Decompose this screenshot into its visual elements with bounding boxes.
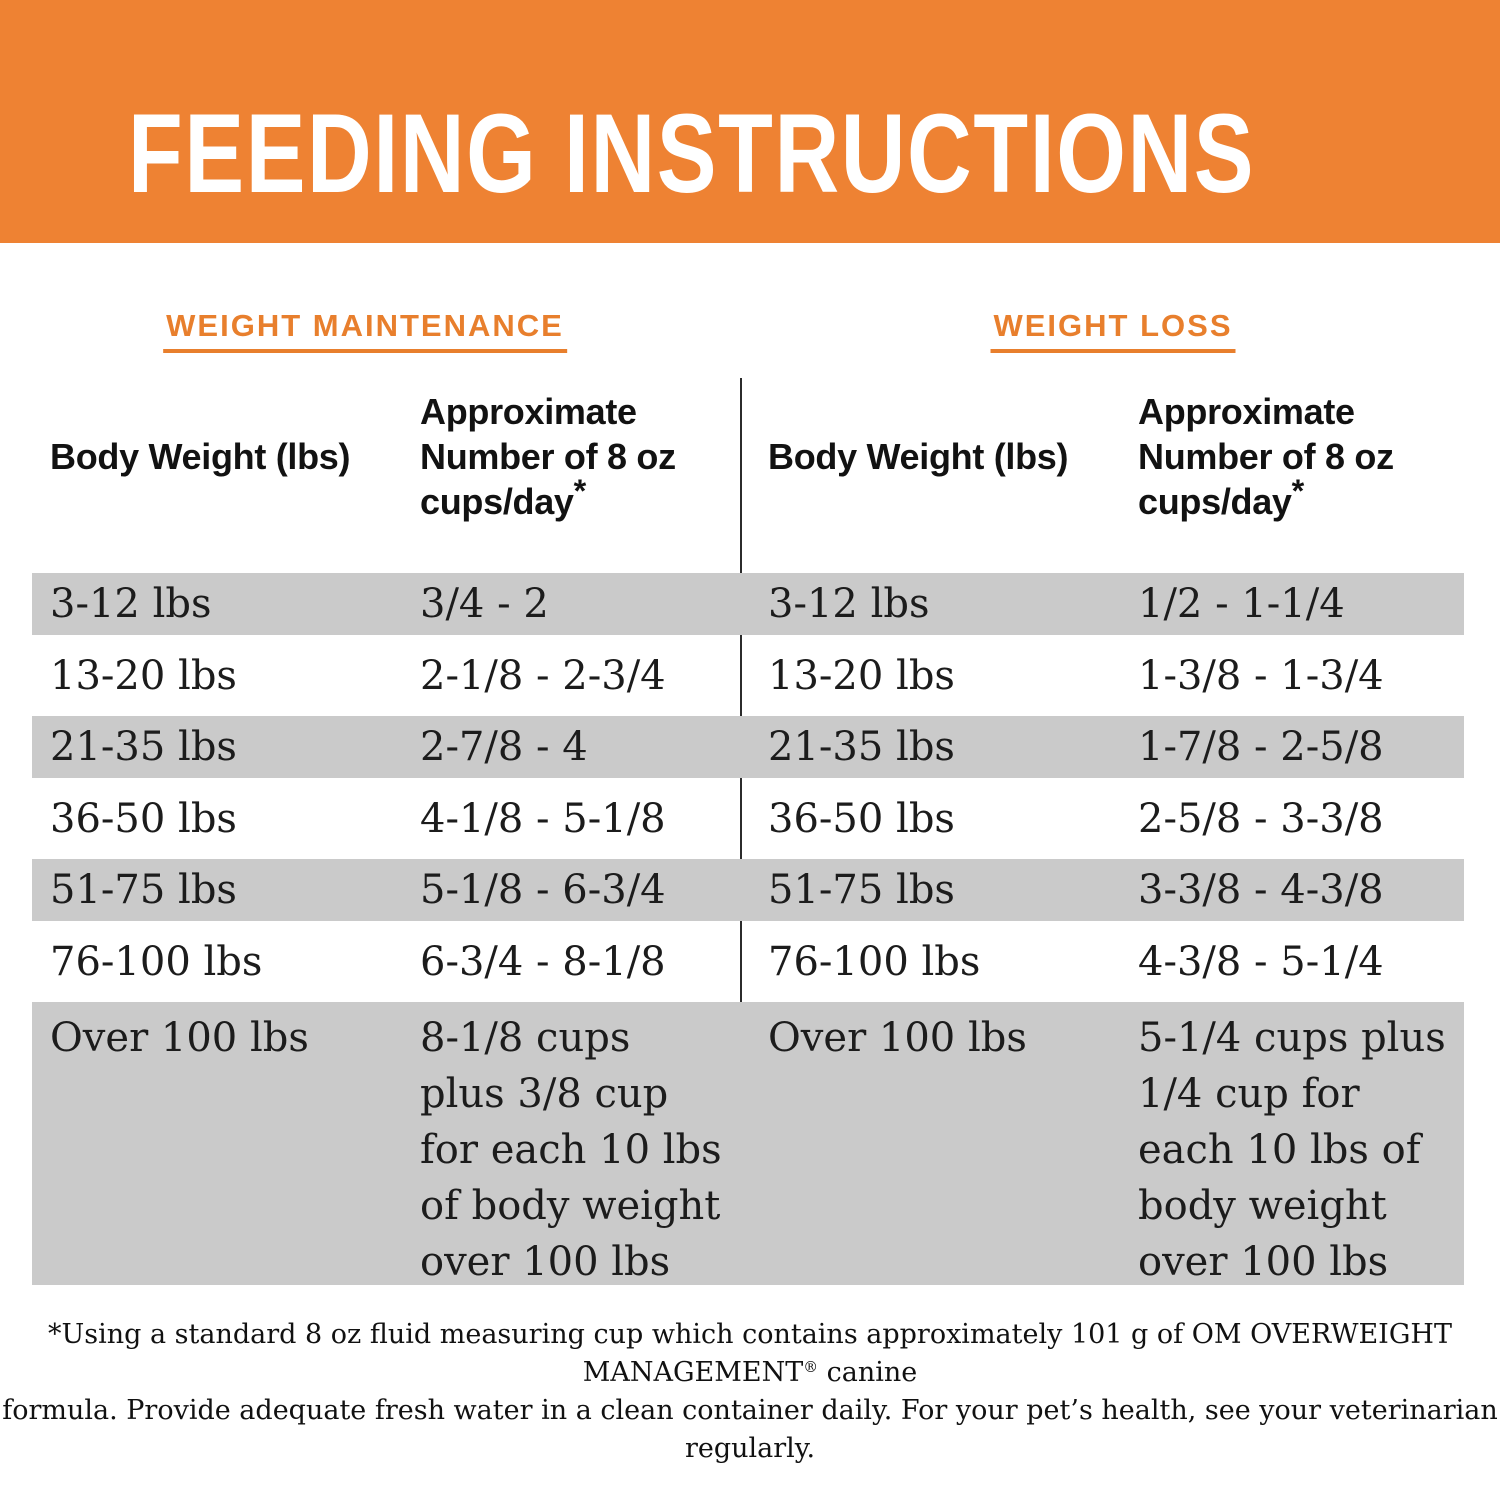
column-header-line: Number of 8 oz [1138,435,1394,477]
body-weight-cell: 21-35 lbs [50,724,237,770]
column-headers-row: Body Weight (lbs) Approximate Number of … [32,380,1464,532]
table-row: 36-50 lbs 4-1/8 - 5-1/8 36-50 lbs 2-5/8 … [32,778,1464,859]
cups-cell: 2-7/8 - 4 [420,724,588,770]
cups-cell: 8-1/8 cups plus 3/8 cup for each 10 lbs … [420,1015,722,1285]
header-band: FEEDING INSTRUCTIONS [0,0,1500,243]
body-weight-cell: Over 100 lbs [50,1015,309,1061]
column-header-line: cups/day* [420,472,586,522]
table-row: Over 100 lbs 8-1/8 cups plus 3/8 cup for… [32,1002,1464,1285]
column-header-line: Number of 8 oz [420,435,676,477]
cups-cell: 1-7/8 - 2-5/8 [1138,724,1384,770]
footnote-line1: *Using a standard 8 oz fluid measuring c… [48,1319,1452,1388]
column-header-line: cups/day* [1138,472,1304,522]
column-header-body-weight-loss: Body Weight (lbs) [741,434,1138,479]
body-weight-cell: Over 100 lbs [768,1015,1027,1061]
cups-cell: 2-1/8 - 2-3/4 [420,652,666,699]
body-weight-cell: 51-75 lbs [50,867,237,913]
cups-cell: 3-3/8 - 4-3/8 [1138,867,1384,913]
cups-cell: 2-5/8 - 3-3/8 [1138,795,1384,842]
cups-cell: 4-1/8 - 5-1/8 [420,795,666,842]
cups-cell: 1/2 - 1-1/4 [1138,581,1345,627]
body-weight-cell: 36-50 lbs [50,795,237,842]
cups-cell: 4-3/8 - 5-1/4 [1138,938,1384,985]
cups-cell: 5-1/4 cups plus 1/4 cup for each 10 lbs … [1138,1015,1446,1285]
section-heading-weight-maintenance: WEIGHT MAINTENANCE [163,308,567,353]
footnote-asterisk: * [1291,472,1305,509]
body-weight-cell: 76-100 lbs [768,938,981,985]
column-header-cups-maintenance: Approximate Number of 8 oz cups/day* [420,389,741,524]
column-header-cups-loss: Approximate Number of 8 oz cups/day* [1138,389,1464,524]
cups-cell: 3/4 - 2 [420,581,549,627]
body-weight-cell: 21-35 lbs [768,724,955,770]
cups-cell: 5-1/8 - 6-3/4 [420,867,666,913]
footnote-line2: formula. Provide adequate fresh water in… [2,1395,1498,1464]
column-header-line: Approximate [420,390,637,432]
column-header-line: Approximate [1138,390,1355,432]
column-header-body-weight-maintenance: Body Weight (lbs) [32,434,420,479]
footnote: *Using a standard 8 oz fluid measuring c… [0,1316,1500,1468]
body-weight-cell: 3-12 lbs [50,581,212,627]
table-row: 21-35 lbs 2-7/8 - 4 21-35 lbs 1-7/8 - 2-… [32,716,1464,778]
table-divider [740,378,742,1285]
cups-cell: 1-3/8 - 1-3/4 [1138,652,1384,699]
registered-trademark-mark: ® [803,1358,819,1376]
footnote-asterisk: * [573,472,587,509]
body-weight-cell: 36-50 lbs [768,795,955,842]
column-header-label: Body Weight (lbs) [768,435,1069,477]
table-row: 51-75 lbs 5-1/8 - 6-3/4 51-75 lbs 3-3/8 … [32,859,1464,921]
page-title: FEEDING INSTRUCTIONS [128,91,1256,216]
table-row: 13-20 lbs 2-1/8 - 2-3/4 13-20 lbs 1-3/8 … [32,635,1464,716]
body-weight-cell: 76-100 lbs [50,938,263,985]
body-weight-cell: 13-20 lbs [50,652,237,699]
cups-cell: 6-3/4 - 8-1/8 [420,938,666,985]
table-row: 76-100 lbs 6-3/4 - 8-1/8 76-100 lbs 4-3/… [32,921,1464,1002]
table-row: 3-12 lbs 3/4 - 2 3-12 lbs 1/2 - 1-1/4 [32,573,1464,635]
body-weight-cell: 3-12 lbs [768,581,930,627]
section-heading-weight-loss: WEIGHT LOSS [990,308,1236,353]
body-weight-cell: 51-75 lbs [768,867,955,913]
column-header-label: Body Weight (lbs) [50,435,351,477]
table-body: 3-12 lbs 3/4 - 2 3-12 lbs 1/2 - 1-1/4 13… [32,573,1464,1285]
body-weight-cell: 13-20 lbs [768,652,955,699]
